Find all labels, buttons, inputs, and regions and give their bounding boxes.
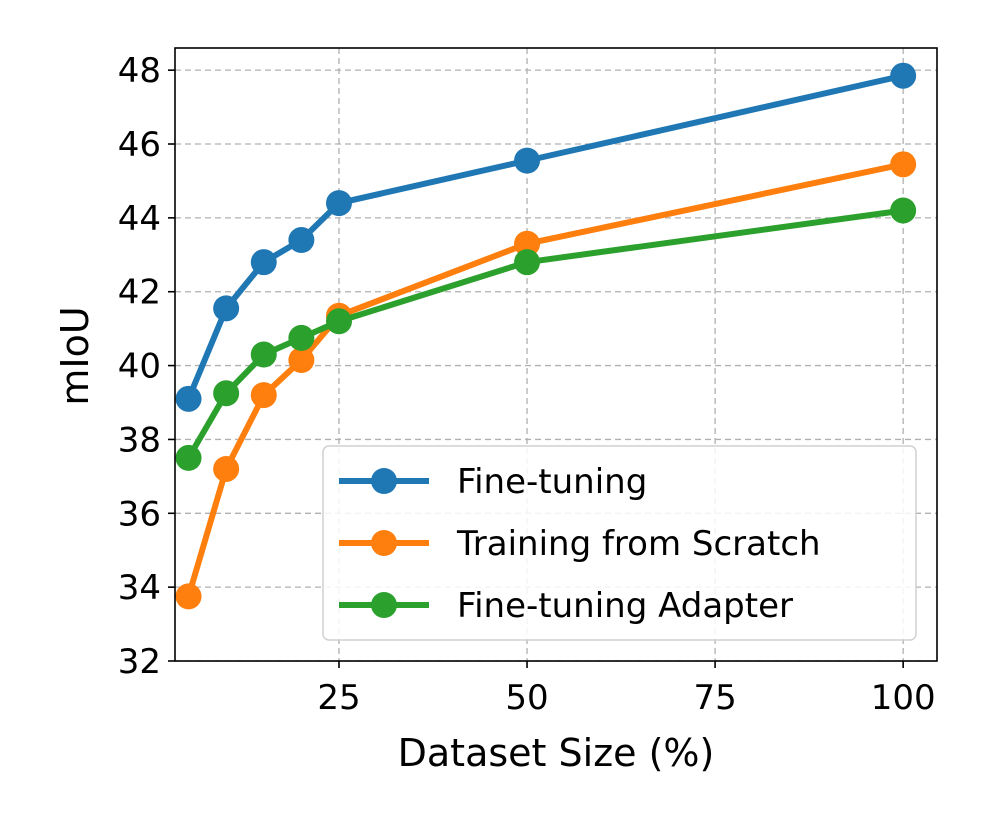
x-tick-label: 75: [693, 678, 736, 718]
data-point: [288, 227, 315, 254]
data-point: [890, 62, 917, 89]
data-point: [213, 295, 240, 322]
data-point: [250, 341, 277, 368]
y-tick-label: 42: [118, 273, 161, 313]
y-tick-label: 38: [118, 420, 161, 460]
legend-label: Fine-tuning: [457, 462, 647, 502]
series-layer: [175, 62, 917, 610]
y-tick-label: 44: [118, 199, 161, 239]
data-point: [213, 455, 240, 482]
legend-label: Fine-tuning Adapter: [457, 586, 793, 626]
data-point: [514, 230, 541, 257]
y-tick-label: 40: [118, 347, 161, 387]
legend-item: Training from Scratch: [339, 524, 821, 564]
data-point: [175, 444, 202, 471]
data-point: [325, 308, 352, 335]
x-tick-label: 100: [871, 678, 936, 718]
legend-marker: [371, 468, 397, 494]
legend-item: Fine-tuning: [339, 462, 647, 502]
data-point: [250, 249, 277, 276]
axes: 25 50 75 100 32 34 36 38 40 42 44 46 48: [118, 47, 938, 718]
data-point: [890, 197, 917, 224]
x-axis-label: Dataset Size (%): [398, 731, 715, 775]
x-tick-label: 50: [505, 678, 548, 718]
y-tick-label: 34: [118, 568, 161, 608]
y-axis-label: mIoU: [53, 306, 97, 405]
legend-marker: [371, 592, 397, 618]
data-point: [288, 324, 315, 351]
y-tick-label: 36: [118, 494, 161, 534]
y-tick-label: 48: [118, 51, 161, 91]
plot-frame: [174, 47, 938, 662]
data-point: [288, 347, 315, 374]
data-point: [175, 385, 202, 412]
series-0: [175, 62, 917, 412]
data-point: [890, 151, 917, 178]
legend-item: Fine-tuning Adapter: [339, 586, 793, 626]
legend: Fine-tuning Training from Scratch Fine-tun…: [322, 445, 917, 641]
y-tick-label: 46: [118, 125, 161, 165]
data-point: [250, 382, 277, 409]
legend-label: Training from Scratch: [456, 524, 821, 564]
y-tick-label: 32: [118, 642, 161, 682]
data-point: [514, 147, 541, 174]
legend-box: [322, 445, 917, 641]
data-point: [325, 190, 352, 217]
series-2: [175, 197, 917, 471]
data-point: [213, 380, 240, 407]
data-point: [175, 583, 202, 610]
data-point: [514, 249, 541, 276]
x-tick-label: 25: [317, 678, 360, 718]
legend-marker: [371, 530, 397, 556]
